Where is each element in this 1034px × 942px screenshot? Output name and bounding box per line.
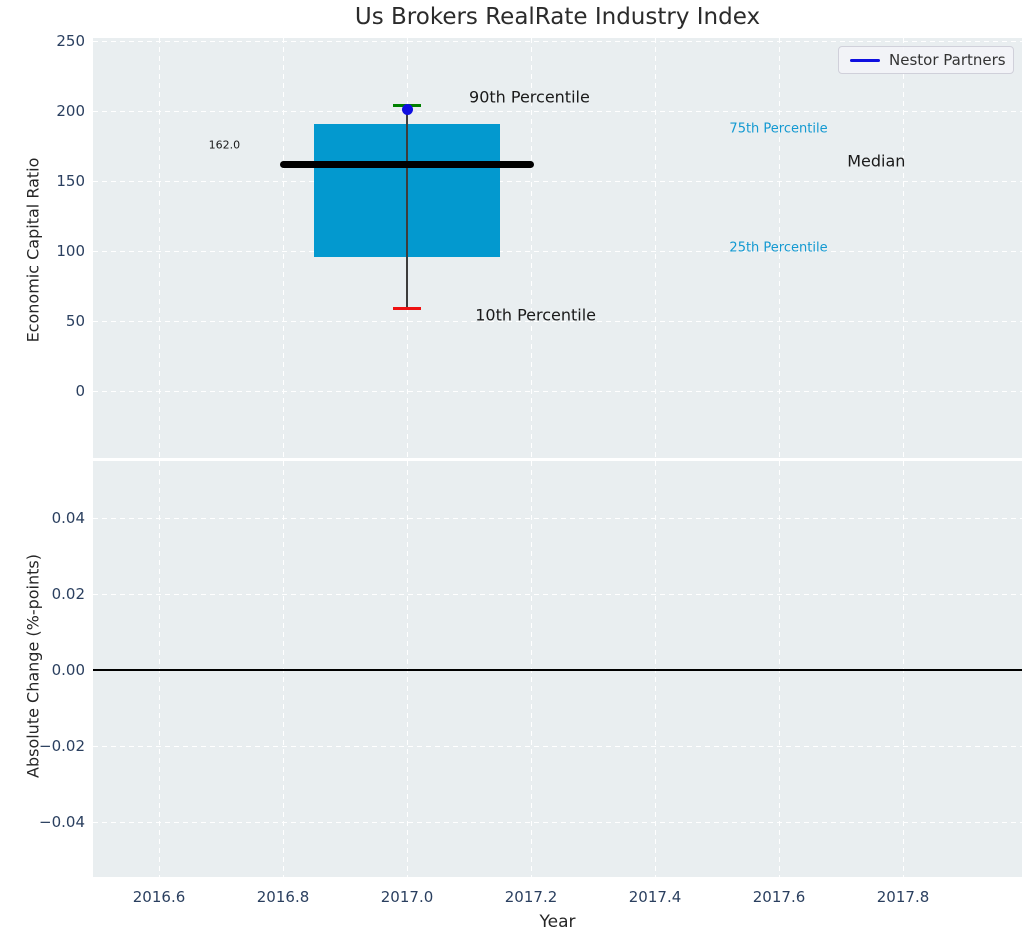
gridline-v — [531, 461, 533, 877]
y-tick-label: −0.04 — [39, 812, 85, 831]
x-tick-label: 2017.0 — [380, 888, 434, 906]
gridline-h — [93, 821, 1022, 824]
gridline-v — [779, 38, 781, 458]
gridline-h — [93, 390, 1022, 393]
annotation-162-0: 162.0 — [208, 138, 241, 152]
gridline-v — [159, 38, 161, 458]
whisker-cap-bottom — [393, 306, 421, 311]
x-tick-label: 2017.8 — [876, 888, 930, 906]
chart-title: Us Brokers RealRate Industry Index — [354, 4, 761, 30]
annotation-median: Median — [847, 151, 906, 171]
gridline-v — [283, 461, 285, 877]
y-tick-label: −0.02 — [39, 736, 85, 755]
whisker-line — [406, 105, 408, 309]
y-tick-label: 0.00 — [51, 660, 85, 679]
y-tick-label: 250 — [56, 31, 85, 50]
y-tick-label: 0 — [75, 381, 85, 400]
annotation-75th-percentile: 75th Percentile — [729, 121, 828, 137]
gridline-v — [407, 461, 409, 877]
y-tick-label: 0.02 — [51, 584, 85, 603]
annotation-90th-percentile: 90th Percentile — [469, 87, 590, 107]
x-tick-label: 2017.6 — [752, 888, 806, 906]
y-axis-label-bottom: Absolute Change (%-points) — [23, 554, 43, 778]
company-point-marker — [401, 104, 413, 116]
gridline-v — [159, 461, 161, 877]
x-tick-label: 2017.2 — [504, 888, 558, 906]
gridline-v — [531, 38, 533, 458]
gridline-h — [93, 40, 1022, 43]
gridline-v — [903, 38, 905, 458]
y-axis-label-top: Economic Capital Ratio — [23, 157, 43, 343]
gridline-v — [903, 461, 905, 877]
y-tick-label: 200 — [56, 101, 85, 120]
gridline-v — [283, 38, 285, 458]
legend-line-sample — [850, 58, 880, 62]
top-plot-area — [93, 38, 1022, 458]
zero-line — [93, 669, 1022, 671]
gridline-h — [93, 745, 1022, 748]
y-tick-label: 150 — [56, 171, 85, 190]
annotation-25th-percentile: 25th Percentile — [729, 240, 828, 256]
gridline-h — [93, 320, 1022, 323]
annotation-10th-percentile: 10th Percentile — [475, 305, 597, 325]
y-tick-label: 100 — [56, 241, 85, 260]
legend-label: Nestor Partners — [889, 51, 1006, 69]
gridline-h — [93, 593, 1022, 596]
x-tick-label: 2016.8 — [256, 888, 310, 906]
gridline-v — [779, 461, 781, 877]
gridline-h — [93, 180, 1022, 183]
gridline-h — [93, 110, 1022, 113]
gridline-h — [93, 250, 1022, 253]
x-axis-label: Year — [539, 912, 576, 932]
bottom-plot-area — [93, 461, 1022, 877]
x-tick-label: 2017.4 — [628, 888, 682, 906]
x-tick-label: 2016.6 — [132, 888, 186, 906]
gridline-v — [655, 461, 657, 877]
y-tick-label: 50 — [65, 311, 85, 330]
gridline-v — [655, 38, 657, 458]
median-line — [279, 160, 535, 168]
legend: Nestor Partners — [838, 46, 1014, 74]
y-tick-label: 0.04 — [51, 508, 85, 527]
gridline-h — [93, 517, 1022, 520]
